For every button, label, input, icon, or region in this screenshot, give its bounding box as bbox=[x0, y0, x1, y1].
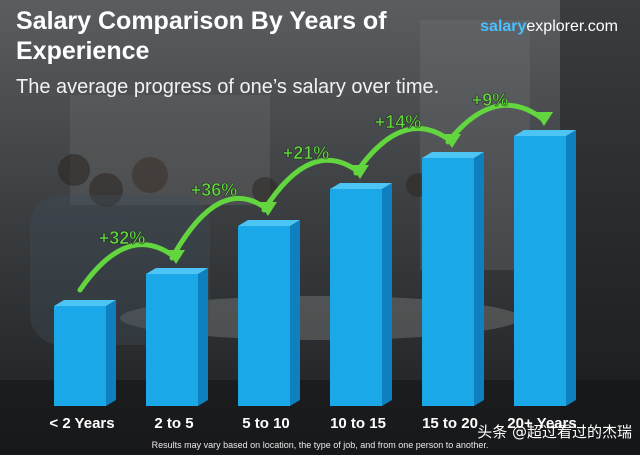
bar-side-2 bbox=[290, 220, 300, 406]
growth-label-1: +36% bbox=[191, 180, 238, 200]
chart-title: Salary Comparison By Years of Experience bbox=[16, 7, 387, 65]
x-tick-label-4: 15 to 20 bbox=[422, 415, 478, 432]
bar-side-5 bbox=[566, 130, 576, 406]
bar-top-1 bbox=[146, 268, 208, 274]
bar-top-3 bbox=[330, 183, 392, 189]
bar-3 bbox=[330, 189, 382, 406]
x-tick-label-3: 10 to 15 bbox=[330, 415, 386, 432]
x-tick-label-5: 20+ Years bbox=[507, 415, 576, 432]
bar-side-4 bbox=[474, 152, 484, 406]
x-tick-label-2: 5 to 10 bbox=[242, 415, 290, 432]
bar-top-4 bbox=[422, 152, 484, 158]
growth-label-0: +32% bbox=[99, 228, 146, 248]
bar-4 bbox=[422, 158, 474, 406]
chart-subtitle: The average progress of one’s salary ove… bbox=[16, 76, 440, 98]
bar-side-1 bbox=[198, 268, 208, 406]
bar-top-2 bbox=[238, 220, 300, 226]
footnote: Results may vary based on location, the … bbox=[151, 440, 489, 450]
x-tick-label-1: 2 to 5 bbox=[154, 415, 193, 432]
bar-top-5 bbox=[514, 130, 576, 136]
growth-arrow-3 bbox=[353, 126, 455, 176]
growth-arrow-0 bbox=[77, 242, 179, 293]
growth-arrowhead-4 bbox=[535, 112, 553, 126]
growth-arrow-1 bbox=[169, 195, 271, 261]
bar-top-0 bbox=[54, 300, 116, 306]
growth-arrow-4 bbox=[445, 102, 547, 145]
brand-logo[interactable]: salaryexplorer.com bbox=[480, 18, 618, 36]
x-tick-label-0: < 2 Years bbox=[49, 415, 114, 432]
brand-part-1: salary bbox=[480, 18, 527, 35]
bar-1 bbox=[146, 274, 198, 406]
growth-arrowhead-1 bbox=[259, 202, 277, 216]
bar-5 bbox=[514, 136, 566, 406]
growth-label-4: +9% bbox=[472, 90, 509, 110]
bar-2 bbox=[238, 226, 290, 406]
growth-label-2: +21% bbox=[283, 143, 330, 163]
growth-arrow-2 bbox=[261, 157, 363, 213]
watermark: 头条 @超过看过的杰瑞 bbox=[477, 423, 632, 441]
bar-0 bbox=[54, 306, 106, 406]
growth-arrowhead-2 bbox=[351, 165, 369, 179]
brand-part-2: explorer.com bbox=[526, 18, 618, 35]
growth-arrowhead-0 bbox=[167, 250, 185, 264]
growth-label-3: +14% bbox=[375, 112, 422, 132]
bar-side-3 bbox=[382, 183, 392, 406]
bar-side-0 bbox=[106, 300, 116, 406]
